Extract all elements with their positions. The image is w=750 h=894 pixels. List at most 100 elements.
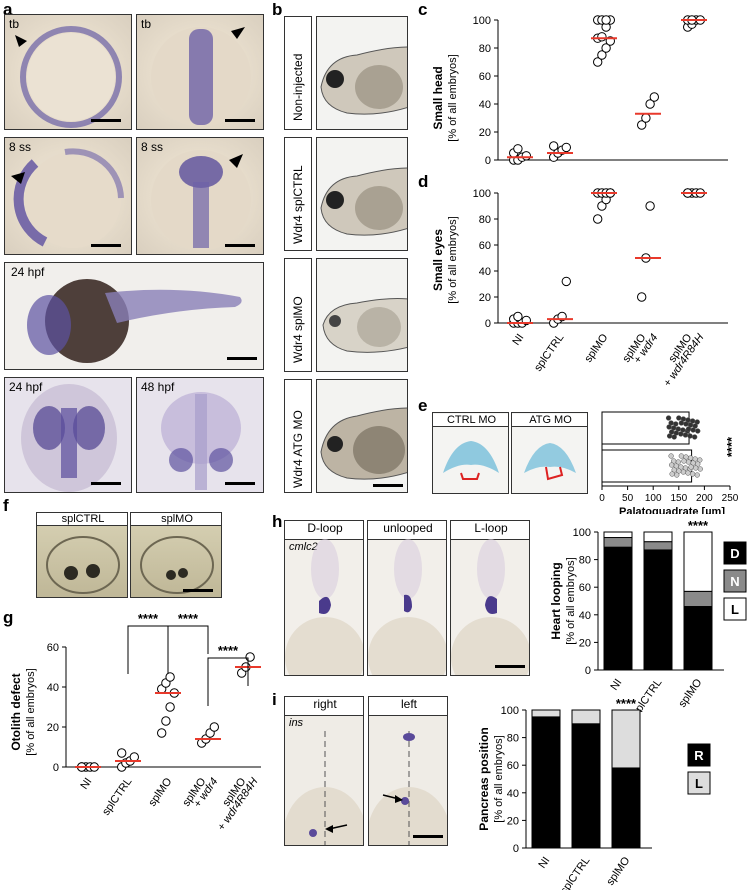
heart-drawing (368, 539, 446, 675)
data-point (245, 652, 255, 662)
panel-b-image-atg-mo (316, 379, 408, 493)
panel-a-image-8ss-lateral: 8 ss (4, 137, 132, 255)
panel-i-image-label: right (285, 697, 363, 716)
heart-drawing (451, 539, 529, 675)
y-axis-label: Otolith defect (9, 673, 23, 750)
data-point (697, 466, 703, 472)
data-point (601, 15, 611, 25)
significance-bracket (207, 657, 249, 706)
data-point (665, 415, 672, 421)
panel-letter-f: f (3, 496, 9, 515)
x-axis-label: Palatoquadrate [µm] (619, 506, 725, 514)
scale-bar (225, 244, 255, 247)
panel-letter-a: a (3, 0, 13, 19)
bar-segment (571, 723, 601, 849)
data-point (209, 722, 220, 732)
panel-b-row-label: Wdr4 splMO (291, 296, 305, 363)
panel-a-image-tb-dorsal: tb (136, 14, 264, 130)
panel-a-image-48hpf-dorsal: 48 hpf (136, 377, 264, 493)
y-tick-label: 80 (579, 555, 591, 567)
x-tick-label: splMO (604, 854, 632, 887)
embryo-drawing (15, 26, 122, 128)
bar-segment (643, 541, 673, 551)
significance-marker: **** (688, 518, 709, 533)
data-point (161, 716, 171, 726)
panel-e-image-label: CTRL MO (433, 414, 508, 427)
x-tick-label: 200 (696, 493, 713, 504)
data-point (641, 113, 651, 123)
data-point (521, 151, 532, 161)
data-point (690, 427, 696, 433)
panel-b-row-label: Non-injected (291, 53, 305, 121)
panel-i-image-left: left (368, 696, 448, 846)
panel-a-label: 8 ss (141, 140, 164, 154)
legend-label: L (731, 602, 739, 617)
scale-bar (225, 119, 255, 122)
y-tick-label: 20 (47, 722, 59, 734)
data-point (681, 458, 687, 464)
y-tick-label: 100 (573, 527, 591, 539)
embryo-drawing (151, 27, 251, 127)
data-point (685, 426, 692, 432)
y-tick-label: 40 (579, 610, 591, 622)
data-point (688, 464, 694, 470)
panel-a-image-24hpf-lateral: 24 hpf (4, 262, 264, 370)
data-point (683, 421, 689, 427)
bar-segment (683, 606, 713, 671)
panel-letter-d: d (418, 172, 429, 191)
panel-a-image-tb-lateral: tb (4, 14, 132, 130)
legend-swatch (723, 541, 747, 565)
embryo-drawing (27, 279, 242, 363)
panel-b-row-label: Wdr4 splCTRL (291, 165, 305, 244)
y-tick-label: 80 (479, 43, 491, 55)
panel-a-label: 8 ss (9, 140, 32, 154)
scale-bar (413, 835, 443, 838)
y-axis-sublabel: [% of all embryos] (565, 557, 577, 644)
x-tick-label: splCTRL (532, 332, 566, 374)
y-tick-label: 20 (507, 815, 519, 827)
significance-marker: **** (178, 612, 199, 626)
y-axis-sublabel: [% of all embryos] (447, 216, 459, 303)
data-point (597, 201, 607, 211)
embryo-drawing (21, 384, 117, 492)
heart-drawing (285, 539, 363, 675)
legend-label: D (730, 546, 739, 561)
chart-small-head: 0 20 40 60 80 100 Small head [% of all embryos] (431, 15, 728, 167)
y-axis-sublabel: [% of all embryos] (447, 54, 459, 141)
x-tick-label: NI (510, 332, 526, 348)
panel-i-images: right ins left (284, 696, 448, 846)
x-tick-label: splMO (146, 775, 174, 808)
data-point (678, 420, 685, 426)
data-point (693, 465, 699, 471)
panel-a-label: tb (141, 17, 152, 31)
y-axis-label: Small head (431, 66, 445, 129)
panel-f-image-label: splCTRL (37, 513, 127, 526)
panel-letter-b: b (272, 0, 283, 19)
y-axis-label: Small eyes (431, 229, 445, 291)
data-point (549, 141, 559, 151)
data-point (637, 292, 647, 302)
data-point (668, 462, 675, 468)
panel-i-image-label: left (369, 697, 447, 716)
y-tick-label: 60 (507, 760, 519, 772)
otolith-drawing (140, 536, 214, 594)
y-tick-label: 60 (47, 642, 59, 654)
bar-segment (571, 709, 601, 725)
legend-label: N (730, 574, 739, 589)
y-tick-label: 100 (473, 15, 491, 27)
panel-b-image-splmo (316, 258, 408, 372)
bar-segment (643, 549, 673, 671)
y-axis-label: Heart looping (549, 562, 563, 639)
panel-h-image-unlooped: unlooped (367, 520, 447, 676)
data-point (685, 459, 692, 465)
panel-a-image-8ss-dorsal: 8 ss (136, 137, 264, 255)
data-point (678, 431, 684, 437)
embryo-drawing (151, 150, 251, 250)
significance-marker: **** (724, 436, 739, 457)
panel-e-image-atg-mo: ATG MO (511, 412, 588, 494)
panel-i-image-right: right ins (284, 696, 364, 846)
panel-letter-e: e (418, 396, 428, 415)
data-point (157, 728, 167, 738)
data-point (674, 472, 680, 478)
y-tick-label: 20 (579, 637, 591, 649)
